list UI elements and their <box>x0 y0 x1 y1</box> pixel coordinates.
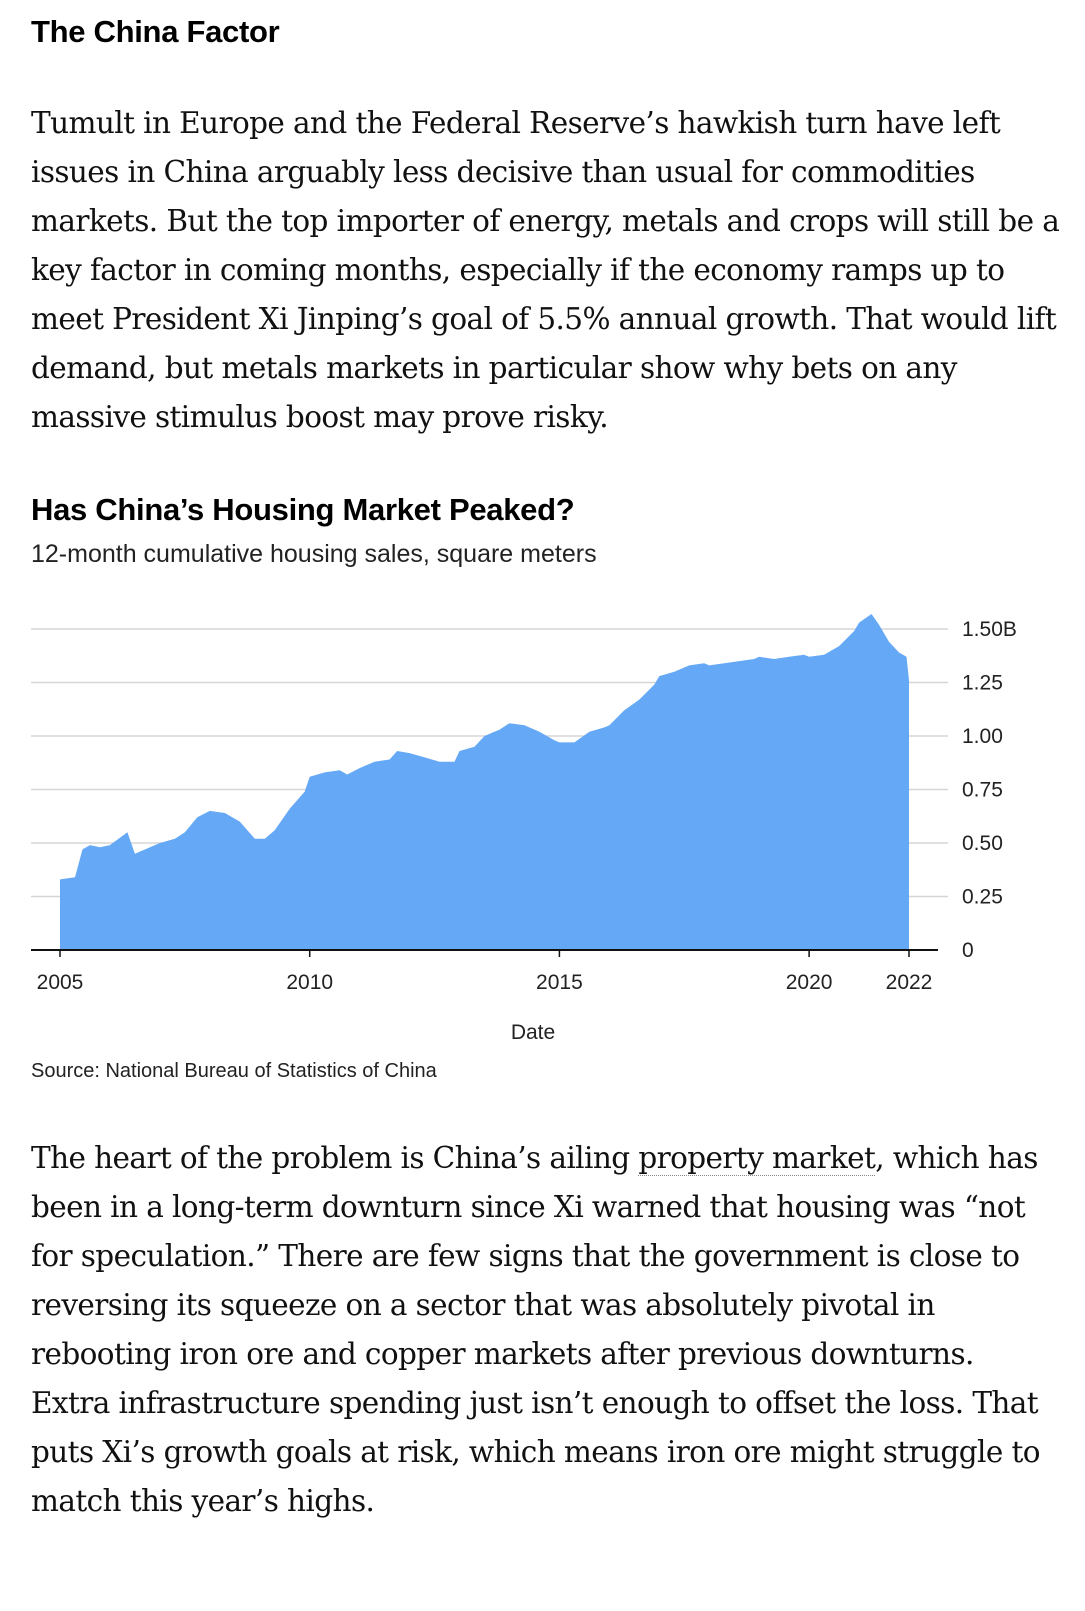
property-market-link[interactable]: property market <box>638 1141 876 1176</box>
y-tick-label: 1.00 <box>962 725 1003 748</box>
x-axis-title: Date <box>511 1021 555 1044</box>
section-heading: The China Factor <box>31 14 280 49</box>
chart-source: Source: National Bureau of Statistics of… <box>31 1060 437 1082</box>
y-tick-label: 0 <box>962 939 974 962</box>
paragraph-text-before-link: The heart of the problem is China’s aili… <box>31 1141 639 1175</box>
x-tick-label: 2015 <box>536 971 583 994</box>
intro-paragraph: Tumult in Europe and the Federal Reserve… <box>31 106 1060 434</box>
y-axis-ticks: 0 0.25 0.50 0.75 1.00 1.25 1.50B <box>962 618 1017 962</box>
y-tick-label: 1.25 <box>962 672 1003 695</box>
y-tick-label: 0.50 <box>962 832 1003 855</box>
y-tick-label: 1.50B <box>962 618 1017 641</box>
chart-title: Has China’s Housing Market Peaked? <box>31 492 575 527</box>
x-tick-label: 2010 <box>286 971 333 994</box>
housing-sales-area <box>60 614 909 950</box>
body-paragraph: The heart of the problem is China’s aili… <box>31 1134 1061 1526</box>
x-tick-label: 2022 <box>886 971 933 994</box>
x-axis-ticks: 2005 2010 2015 2020 2022 <box>37 950 933 994</box>
y-tick-label: 0.75 <box>962 779 1003 802</box>
housing-sales-chart: 2005 2010 2015 2020 2022 0 0.25 0.50 0.75 1.00 1.… <box>31 614 1017 1044</box>
chart-subtitle: 12-month cumulative housing sales, squar… <box>31 540 597 568</box>
x-tick-label: 2020 <box>786 971 833 994</box>
y-tick-label: 0.25 <box>962 886 1003 909</box>
paragraph-text-after-link: , which has been in a long-term downturn… <box>31 1141 1040 1518</box>
x-tick-label: 2005 <box>37 971 84 994</box>
